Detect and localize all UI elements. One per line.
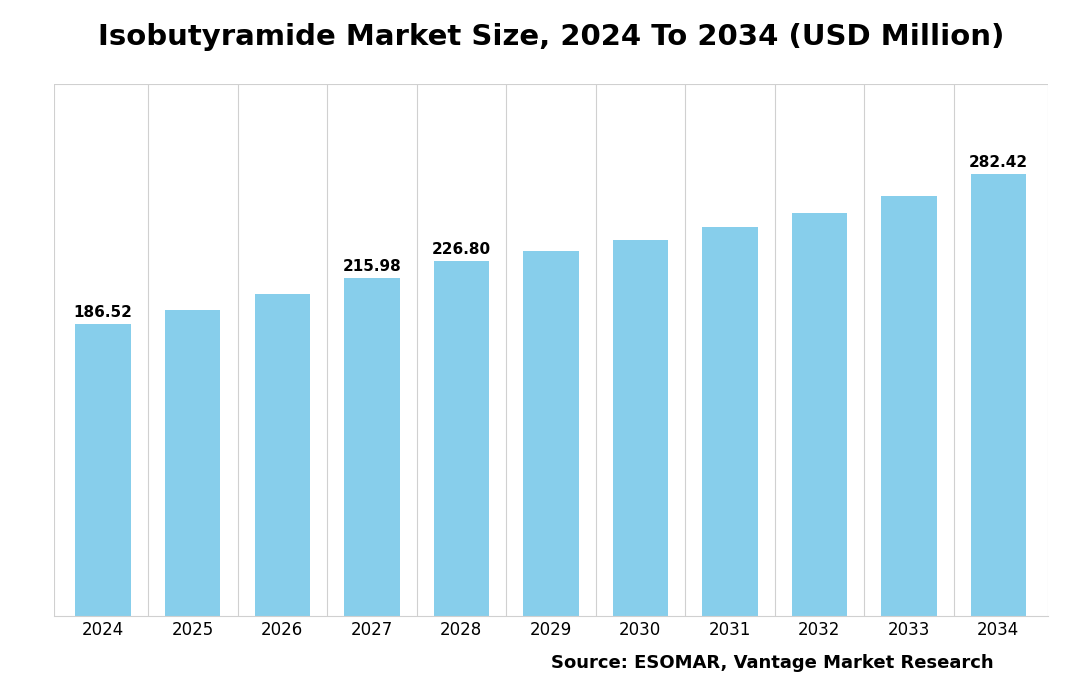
Bar [792,213,847,616]
Title: Isobutyramide Market Size, 2024 To 2034 (USD Million): Isobutyramide Market Size, 2024 To 2034 … [97,23,1004,51]
Bar [523,251,579,616]
Bar [345,278,400,616]
Bar [881,196,936,616]
Text: 215.98: 215.98 [342,259,401,274]
Bar [702,228,757,616]
Bar [612,239,669,616]
Text: 186.52: 186.52 [73,305,133,320]
Bar [165,310,220,616]
Bar [433,261,489,616]
Bar [76,324,131,616]
Bar [971,174,1026,616]
Text: 282.42: 282.42 [969,155,1028,170]
Text: 226.80: 226.80 [432,242,490,257]
Bar [255,295,310,616]
Text: Source: ESOMAR, Vantage Market Research: Source: ESOMAR, Vantage Market Research [551,654,994,672]
